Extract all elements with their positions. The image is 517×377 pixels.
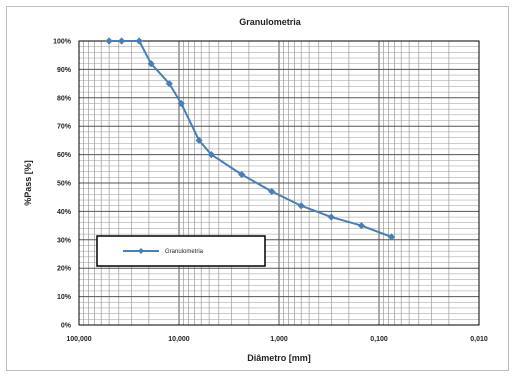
x-tick-label: 10,000 xyxy=(168,336,190,343)
y-tick-label: 30% xyxy=(57,237,72,244)
data-point xyxy=(147,60,155,68)
data-point xyxy=(327,213,335,221)
legend: Granulometria xyxy=(96,235,266,267)
data-point xyxy=(357,222,365,230)
series-layer xyxy=(105,37,396,241)
chart-title: Granulometria xyxy=(239,17,302,27)
data-point xyxy=(238,170,246,179)
x-tick-label: 0,010 xyxy=(470,336,488,343)
data-point xyxy=(105,37,113,45)
series-line xyxy=(109,40,392,238)
plot-area-border xyxy=(78,40,480,326)
y-axis-ticks: 0% 10% 20% 30% 40% 50% 60% 70% 80% 90% 100% xyxy=(53,39,72,330)
data-point xyxy=(117,37,126,45)
x-tick-label: 1,000 xyxy=(270,336,288,343)
data-point xyxy=(297,202,305,210)
data-point xyxy=(387,233,396,241)
data-point xyxy=(177,99,185,108)
data-point xyxy=(165,80,173,88)
data-point xyxy=(135,37,143,45)
x-axis-ticks: 100,000 10,000 1,000 0,100 0,010 xyxy=(66,336,488,343)
chart-frame: Granulometria 0% 10% 20% 30% 40% 50% 60% 70% 80%… xyxy=(6,6,509,371)
y-axis-label: %Pass [%] xyxy=(23,160,33,206)
legend-entry-label: Granulometria xyxy=(165,249,204,255)
y-tick-label: 0% xyxy=(61,323,72,330)
y-tick-label: 50% xyxy=(57,181,72,188)
x-axis-label: Diâmetro [mm] xyxy=(247,353,311,363)
y-tick-label: 100% xyxy=(53,39,72,46)
x-tick-label: 100,000 xyxy=(66,336,91,343)
y-tick-label: 20% xyxy=(57,266,72,273)
data-point xyxy=(268,187,276,196)
granulometry-chart: Granulometria 0% 10% 20% 30% 40% 50% 60% 70% 80%… xyxy=(23,17,488,363)
y-tick-label: 10% xyxy=(57,294,72,301)
x-tick-label: 0,100 xyxy=(370,336,388,343)
y-tick-label: 40% xyxy=(57,209,72,216)
y-tick-label: 90% xyxy=(57,67,72,74)
data-point xyxy=(207,151,215,159)
y-tick-label: 80% xyxy=(57,95,72,102)
y-tick-label: 70% xyxy=(57,124,72,131)
y-tick-label: 60% xyxy=(57,152,72,159)
legend-marker-icon xyxy=(138,248,144,254)
grid xyxy=(79,40,480,326)
data-point xyxy=(195,136,203,144)
